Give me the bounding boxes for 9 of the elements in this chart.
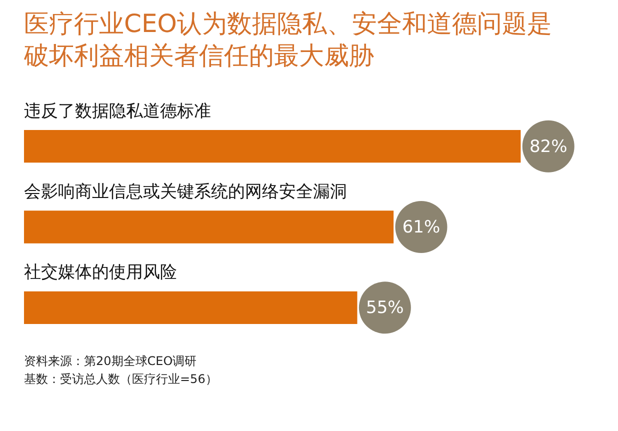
chart-title: 医疗行业CEO认为数据隐私、安全和道德问题是破坏利益相关者信任的最大威胁	[23, 8, 553, 72]
y-tick-label: 社交媒体的使用风险	[24, 262, 177, 283]
y-tick-label: 违反了数据隐私道德标准	[24, 101, 211, 122]
data-label: 55%	[366, 298, 404, 318]
y-tick-label: 会影响商业信息或关键系统的网络安全漏洞	[24, 182, 347, 202]
data-label: 82%	[529, 136, 568, 157]
text: 基数：受访总人数（医疗行业=56）	[24, 371, 218, 388]
data-label: 61%	[402, 217, 440, 238]
text: 资料来源：第20期全球CEO调研	[24, 353, 198, 370]
